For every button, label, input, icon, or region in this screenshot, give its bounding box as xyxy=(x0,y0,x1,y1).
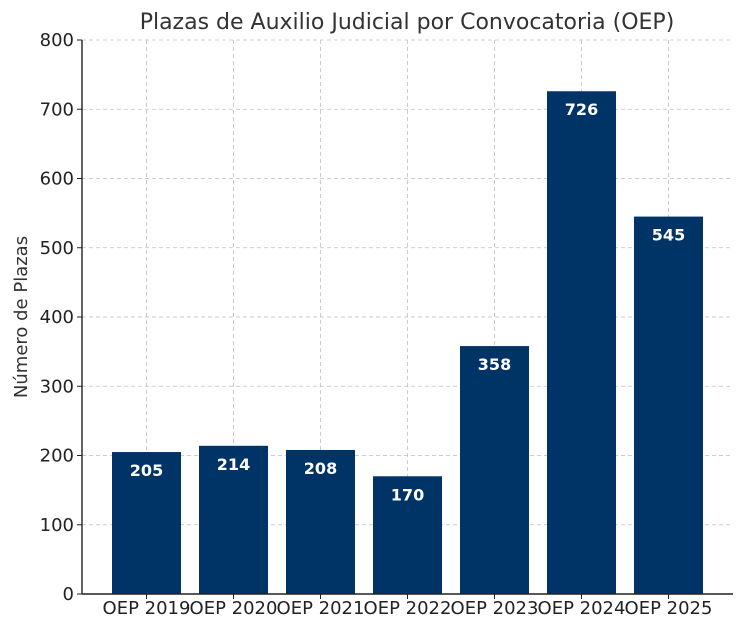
y-tick-label: 200 xyxy=(40,446,74,467)
bar-value-label: 214 xyxy=(217,455,250,474)
y-tick-label: 0 xyxy=(63,584,74,605)
x-tick-label: OEP 2023 xyxy=(451,598,539,619)
value-labels: 205 214 208 170 358 726 545 xyxy=(130,100,685,504)
y-ticks: 0 100 200 300 400 500 600 700 800 xyxy=(40,30,82,605)
chart-title: Plazas de Auxilio Judicial por Convocato… xyxy=(140,10,675,35)
y-axis-label: Número de Plazas xyxy=(11,236,32,398)
x-tick-label: OEP 2021 xyxy=(277,598,365,619)
bar xyxy=(634,216,703,594)
bar xyxy=(547,91,616,595)
bar-value-label: 726 xyxy=(565,100,598,119)
bar-value-label: 208 xyxy=(304,459,337,478)
y-tick-label: 800 xyxy=(40,30,74,51)
y-tick-label: 400 xyxy=(40,307,74,328)
x-tick-label: OEP 2022 xyxy=(364,598,452,619)
y-tick-label: 700 xyxy=(40,99,74,120)
bar-value-label: 205 xyxy=(130,461,163,480)
x-ticks: OEP 2019 OEP 2020 OEP 2021 OEP 2022 OEP 2023… xyxy=(103,594,713,619)
x-tick-label: OEP 2025 xyxy=(625,598,713,619)
x-tick-label: OEP 2024 xyxy=(538,598,626,619)
bar xyxy=(373,476,442,594)
bar xyxy=(460,346,529,594)
y-tick-label: 500 xyxy=(40,238,74,259)
bar xyxy=(286,449,355,594)
bar xyxy=(199,445,268,594)
x-tick-label: OEP 2020 xyxy=(190,598,278,619)
bar xyxy=(112,452,181,594)
bars xyxy=(112,91,703,595)
y-tick-label: 100 xyxy=(40,515,74,536)
bar-value-label: 545 xyxy=(652,226,685,245)
bar-value-label: 170 xyxy=(391,485,424,504)
bar-value-label: 358 xyxy=(478,355,511,374)
y-tick-label: 300 xyxy=(40,376,74,397)
x-tick-label: OEP 2019 xyxy=(103,598,191,619)
y-tick-label: 600 xyxy=(40,169,74,190)
